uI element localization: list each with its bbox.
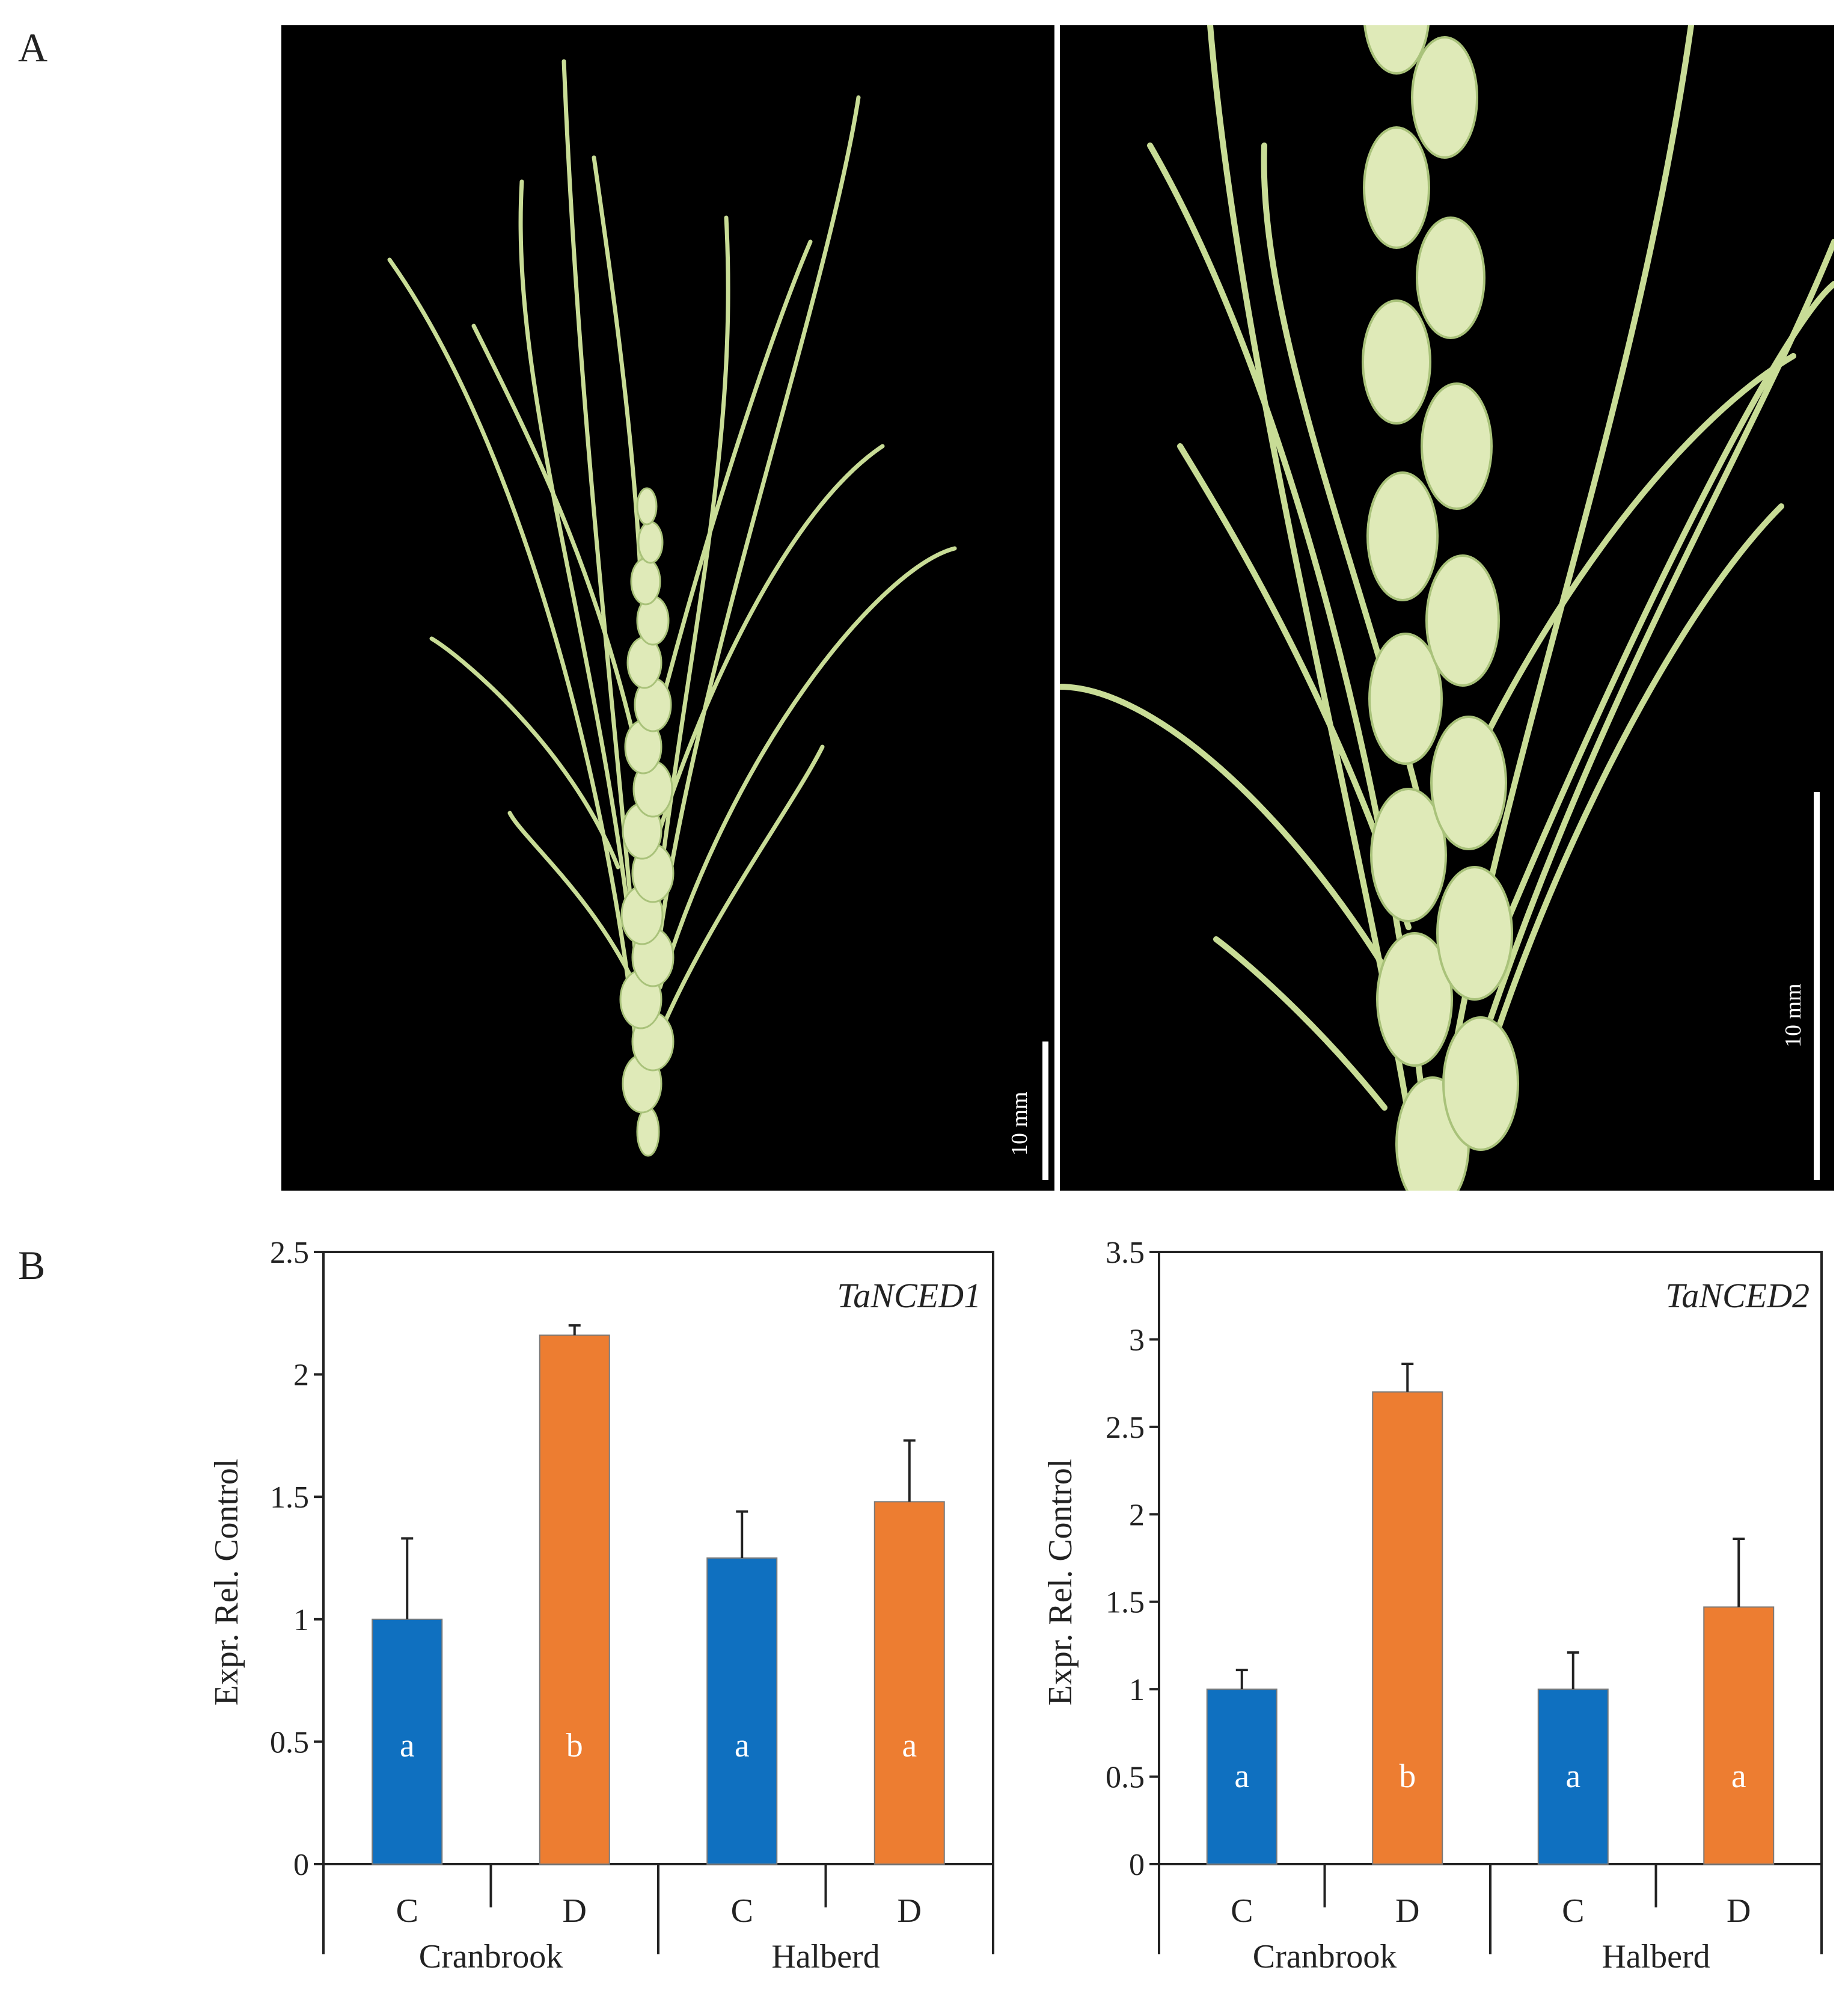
bar	[1703, 1606, 1775, 1865]
x-category-label: D	[1727, 1892, 1751, 1930]
x-group-label: Halberd	[771, 1938, 880, 1975]
significance-letter: a	[1234, 1758, 1249, 1795]
bar	[539, 1334, 610, 1865]
y-tick-label: 0.5	[270, 1725, 309, 1759]
chart-title: TaNCED1	[837, 1276, 981, 1315]
significance-letter: b	[566, 1727, 583, 1764]
y-tick-label: 1.5	[270, 1480, 309, 1515]
x-category-label: D	[898, 1892, 922, 1930]
y-tick-label: 0.5	[1106, 1761, 1145, 1795]
photo-spike-closeup: 10 mm	[1060, 25, 1834, 1191]
closeup-scale-bar-label: 10 mm	[1781, 983, 1806, 1048]
y-tick-label: 0	[293, 1848, 309, 1882]
significance-letter: a	[1731, 1758, 1746, 1795]
y-tick-label: 1	[1129, 1673, 1145, 1707]
photo-spike-whole: 10 mm	[281, 25, 1054, 1191]
y-axis-label: Expr. Rel. Control	[208, 1459, 245, 1706]
x-category-label: C	[1562, 1892, 1584, 1930]
y-tick-label: 3	[1129, 1323, 1145, 1357]
x-category-label: C	[1231, 1892, 1253, 1930]
y-axis-label: Expr. Rel. Control	[1042, 1459, 1079, 1706]
significance-letter: a	[400, 1727, 415, 1764]
closeup-awns	[1060, 25, 1834, 1191]
scale-bar	[1042, 1041, 1048, 1180]
chart-title: TaNCED2	[1665, 1276, 1810, 1315]
x-category-label: C	[396, 1892, 418, 1930]
x-group-label: Cranbrook	[419, 1938, 563, 1975]
y-tick-label: 1.5	[1106, 1586, 1145, 1620]
panel-a-label: A	[18, 25, 48, 70]
significance-letter: a	[902, 1727, 917, 1764]
bar	[874, 1501, 945, 1865]
spikelets	[619, 487, 675, 1157]
bar	[1537, 1689, 1609, 1865]
plot-frame	[1158, 1251, 1823, 1865]
y-tick-label: 3.5	[1106, 1236, 1145, 1270]
closeup-scale-bar	[1814, 792, 1820, 1180]
x-category-label: D	[563, 1892, 587, 1930]
significance-letter: a	[1565, 1758, 1580, 1795]
scale-bar-label: 10 mm	[1007, 1091, 1032, 1156]
bar	[1206, 1689, 1277, 1865]
bar	[1372, 1391, 1443, 1865]
significance-letter: b	[1399, 1758, 1416, 1795]
plot-frame	[322, 1251, 994, 1865]
y-tick-label: 2	[1129, 1498, 1145, 1532]
x-group-label: Halberd	[1602, 1938, 1710, 1975]
y-tick-label: 2	[293, 1358, 309, 1393]
significance-letter: a	[735, 1727, 750, 1764]
bar	[372, 1618, 443, 1865]
x-category-label: D	[1395, 1892, 1419, 1930]
x-category-label: C	[731, 1892, 753, 1930]
spike-closeup-drawing: 10 mm	[1060, 25, 1834, 1191]
panel-b-label: B	[18, 1242, 46, 1288]
y-tick-label: 2.5	[270, 1236, 309, 1270]
y-tick-label: 0	[1129, 1848, 1145, 1882]
y-tick-label: 1	[293, 1603, 309, 1637]
y-tick-label: 2.5	[1106, 1411, 1145, 1445]
x-group-label: Cranbrook	[1253, 1938, 1397, 1975]
awns	[387, 59, 957, 1146]
spike-whole-drawing: 10 mm	[387, 59, 1048, 1180]
bar	[706, 1557, 778, 1865]
closeup-spikelets	[1362, 25, 1519, 1191]
